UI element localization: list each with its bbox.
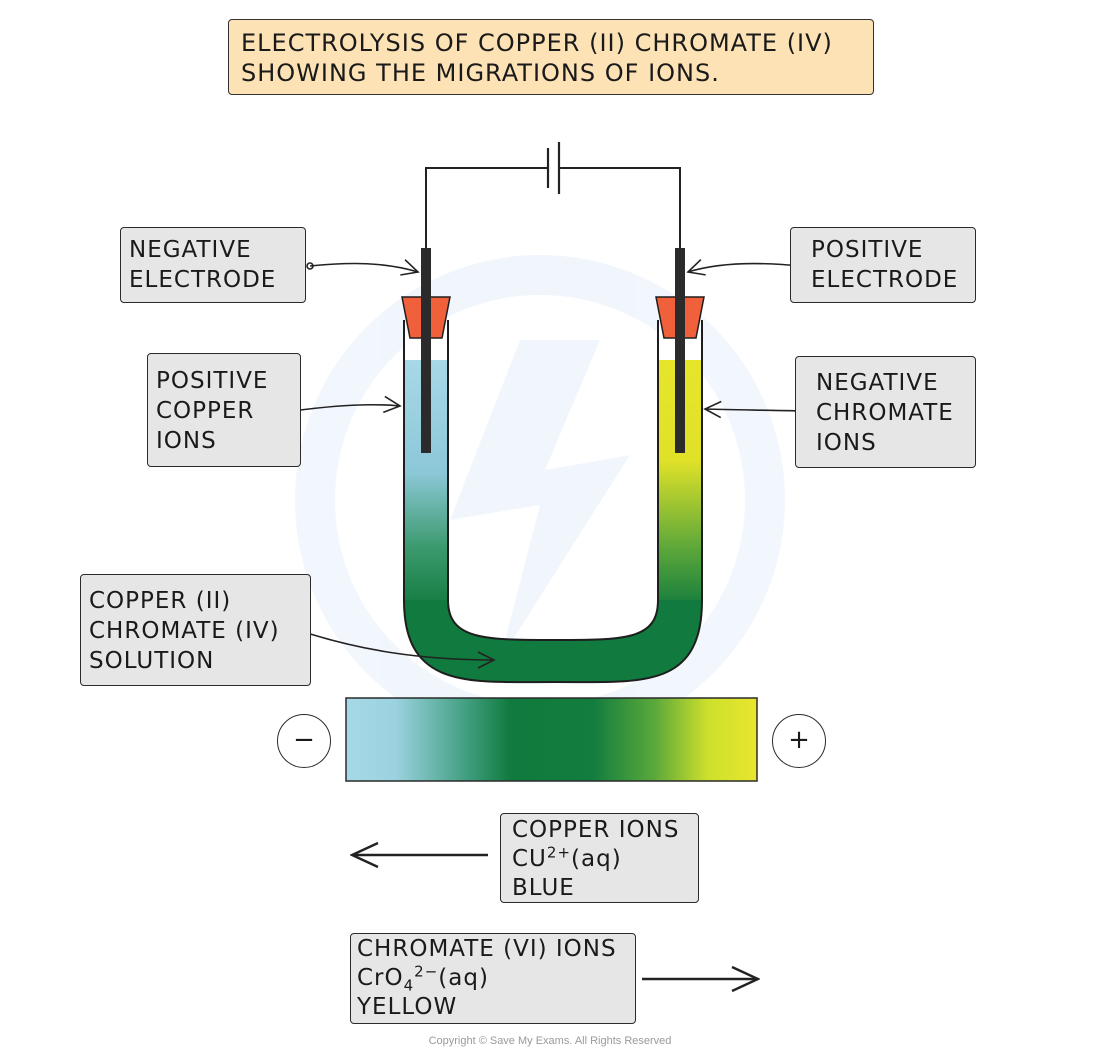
circuit-wire-right	[559, 167, 681, 250]
circuit-wire-left	[425, 167, 548, 250]
chromate-ions-box: CHROMATE (VI) IONS CrO42−(aq) YELLOW	[350, 933, 636, 1024]
negative-chromate-ions-label: NEGATIVE CHROMATE IONS	[795, 356, 976, 468]
negative-electrode-rod	[421, 248, 431, 453]
diagram-title: ELECTROLYSIS OF COPPER (II) CHROMATE (IV…	[228, 19, 874, 95]
positive-copper-ions-label: POSITIVE COPPER IONS	[147, 353, 301, 467]
positive-terminal-symbol: +	[772, 714, 826, 768]
u-tube-glass	[403, 320, 703, 684]
copper-ion-formula: CU2+(aq)	[512, 843, 622, 872]
chromate-ion-formula: CrO42−(aq)	[357, 962, 489, 995]
negative-terminal-symbol: −	[277, 714, 331, 768]
solution-label: COPPER (II) CHROMATE (IV) SOLUTION	[80, 574, 311, 686]
negative-electrode-label: NEGATIVE ELECTRODE	[120, 227, 306, 303]
copper-ions-box: COPPER IONS CU2+(aq) BLUE	[500, 813, 699, 903]
u-tube	[401, 248, 705, 684]
ion-migration-colour-bar	[345, 697, 758, 782]
circuit	[425, 142, 681, 250]
copyright-notice: Copyright © Save My Exams. All Rights Re…	[428, 1035, 672, 1047]
title-line-1: ELECTROLYSIS OF COPPER (II) CHROMATE (IV…	[241, 29, 833, 57]
positive-electrode-label: POSITIVE ELECTRODE	[790, 227, 976, 303]
migration-arrows	[352, 855, 758, 979]
positive-electrode-rod	[675, 248, 685, 453]
title-line-2: SHOWING THE MIGRATIONS OF IONS.	[241, 59, 720, 87]
